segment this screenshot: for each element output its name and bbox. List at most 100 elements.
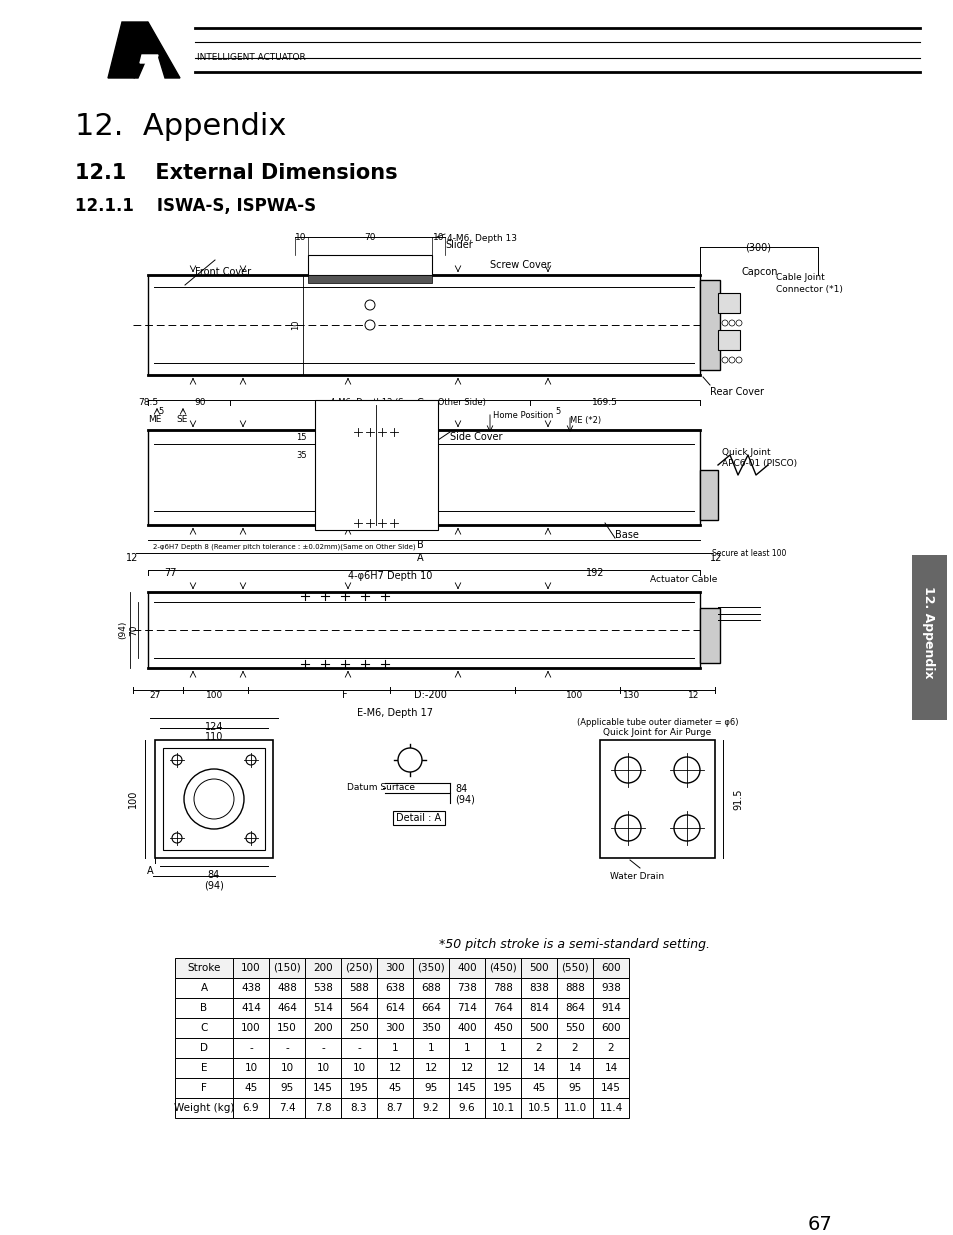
Text: 1: 1 (392, 1044, 398, 1053)
Bar (520, 978, 557, 998)
Text: 7.8: 7.8 (314, 1103, 331, 1113)
Bar (305, 958, 340, 978)
Text: Water Drain: Water Drain (609, 872, 663, 881)
Bar (233, 998, 269, 1018)
Text: (550): (550) (560, 963, 588, 973)
Text: 15: 15 (296, 432, 307, 441)
Bar (557, 1058, 593, 1078)
Bar (233, 1078, 269, 1098)
Circle shape (193, 779, 233, 819)
Text: 12.1    External Dimensions: 12.1 External Dimensions (75, 163, 397, 183)
Circle shape (615, 815, 640, 841)
Bar (305, 1058, 340, 1078)
Text: 77: 77 (164, 568, 176, 578)
Text: 12: 12 (496, 1063, 509, 1073)
Text: 169.5: 169.5 (592, 398, 618, 408)
Text: -: - (356, 1044, 360, 1053)
Bar (718, 330, 740, 350)
Bar (376, 1058, 413, 1078)
Bar (449, 978, 484, 998)
Circle shape (397, 748, 421, 772)
Polygon shape (140, 56, 158, 63)
Bar (449, 998, 484, 1018)
Text: 514: 514 (313, 1003, 333, 1013)
Bar (520, 1078, 557, 1098)
Bar (340, 1098, 376, 1118)
Text: 300: 300 (385, 1023, 404, 1032)
Bar (700, 471, 718, 520)
Bar (449, 1037, 484, 1058)
Bar (413, 1037, 449, 1058)
Text: 100: 100 (241, 1023, 260, 1032)
Bar (593, 1037, 628, 1058)
Bar (269, 998, 305, 1018)
Bar (520, 1058, 557, 1078)
Text: Weight (kg): Weight (kg) (173, 1103, 233, 1113)
Bar (233, 1037, 269, 1058)
Text: 70: 70 (364, 233, 375, 242)
Text: 10: 10 (292, 320, 300, 330)
Text: 100: 100 (566, 690, 583, 699)
Circle shape (721, 320, 727, 326)
Text: 100: 100 (128, 790, 138, 808)
Text: 550: 550 (564, 1023, 584, 1032)
Text: 1: 1 (427, 1044, 434, 1053)
Bar (269, 1078, 305, 1098)
Bar (520, 1098, 557, 1118)
Text: 250: 250 (349, 1023, 369, 1032)
Text: 45: 45 (404, 420, 415, 429)
Bar (413, 1018, 449, 1037)
Text: 67: 67 (807, 1215, 832, 1234)
Text: 12: 12 (424, 1063, 437, 1073)
Circle shape (184, 769, 244, 829)
Bar (449, 1078, 484, 1098)
Text: 45: 45 (322, 258, 334, 267)
Text: 130: 130 (622, 690, 640, 699)
Bar (557, 958, 593, 978)
Text: 500: 500 (529, 963, 548, 973)
Text: 192: 192 (585, 568, 603, 578)
Text: 438: 438 (241, 983, 261, 993)
Bar (557, 998, 593, 1018)
Text: 200: 200 (313, 1023, 333, 1032)
Bar (484, 1078, 520, 1098)
Text: 84: 84 (208, 869, 220, 881)
Bar (376, 1078, 413, 1098)
Text: 95: 95 (280, 1083, 294, 1093)
Bar (593, 958, 628, 978)
Text: 10: 10 (316, 1063, 329, 1073)
Text: 45: 45 (388, 1083, 401, 1093)
Text: (94): (94) (118, 621, 128, 640)
Bar (314, 400, 437, 530)
Text: 488: 488 (276, 983, 296, 993)
Text: INTELLIGENT ACTUATOR: INTELLIGENT ACTUATOR (196, 53, 305, 62)
Bar (393, 811, 444, 825)
Text: (Applicable tube outer diameter = φ6): (Applicable tube outer diameter = φ6) (577, 718, 738, 727)
Bar (484, 1018, 520, 1037)
Bar (593, 1018, 628, 1037)
Bar (174, 978, 233, 998)
Text: E: E (200, 1063, 207, 1073)
Text: 1: 1 (499, 1044, 506, 1053)
Circle shape (172, 832, 182, 844)
Bar (557, 1037, 593, 1058)
Text: 84: 84 (455, 784, 467, 794)
Bar (148, 275, 700, 375)
Text: 888: 888 (564, 983, 584, 993)
Bar (557, 1098, 593, 1118)
Text: 14: 14 (604, 1063, 617, 1073)
Text: 45: 45 (244, 1083, 257, 1093)
Text: Secure at least 100: Secure at least 100 (711, 548, 785, 557)
Text: 8.7: 8.7 (386, 1103, 403, 1113)
Bar (376, 1018, 413, 1037)
Text: 90: 90 (194, 398, 206, 408)
Text: *50 pitch stroke is a semi-standard setting.: *50 pitch stroke is a semi-standard sett… (438, 939, 709, 951)
Text: 195: 195 (349, 1083, 369, 1093)
Text: Side Cover: Side Cover (450, 432, 502, 442)
Text: (94): (94) (455, 795, 475, 805)
Text: 5: 5 (555, 406, 560, 415)
Text: Actuator Cable: Actuator Cable (649, 576, 717, 584)
Text: 78.5: 78.5 (138, 398, 158, 408)
Bar (233, 978, 269, 998)
Text: A: A (416, 553, 423, 563)
